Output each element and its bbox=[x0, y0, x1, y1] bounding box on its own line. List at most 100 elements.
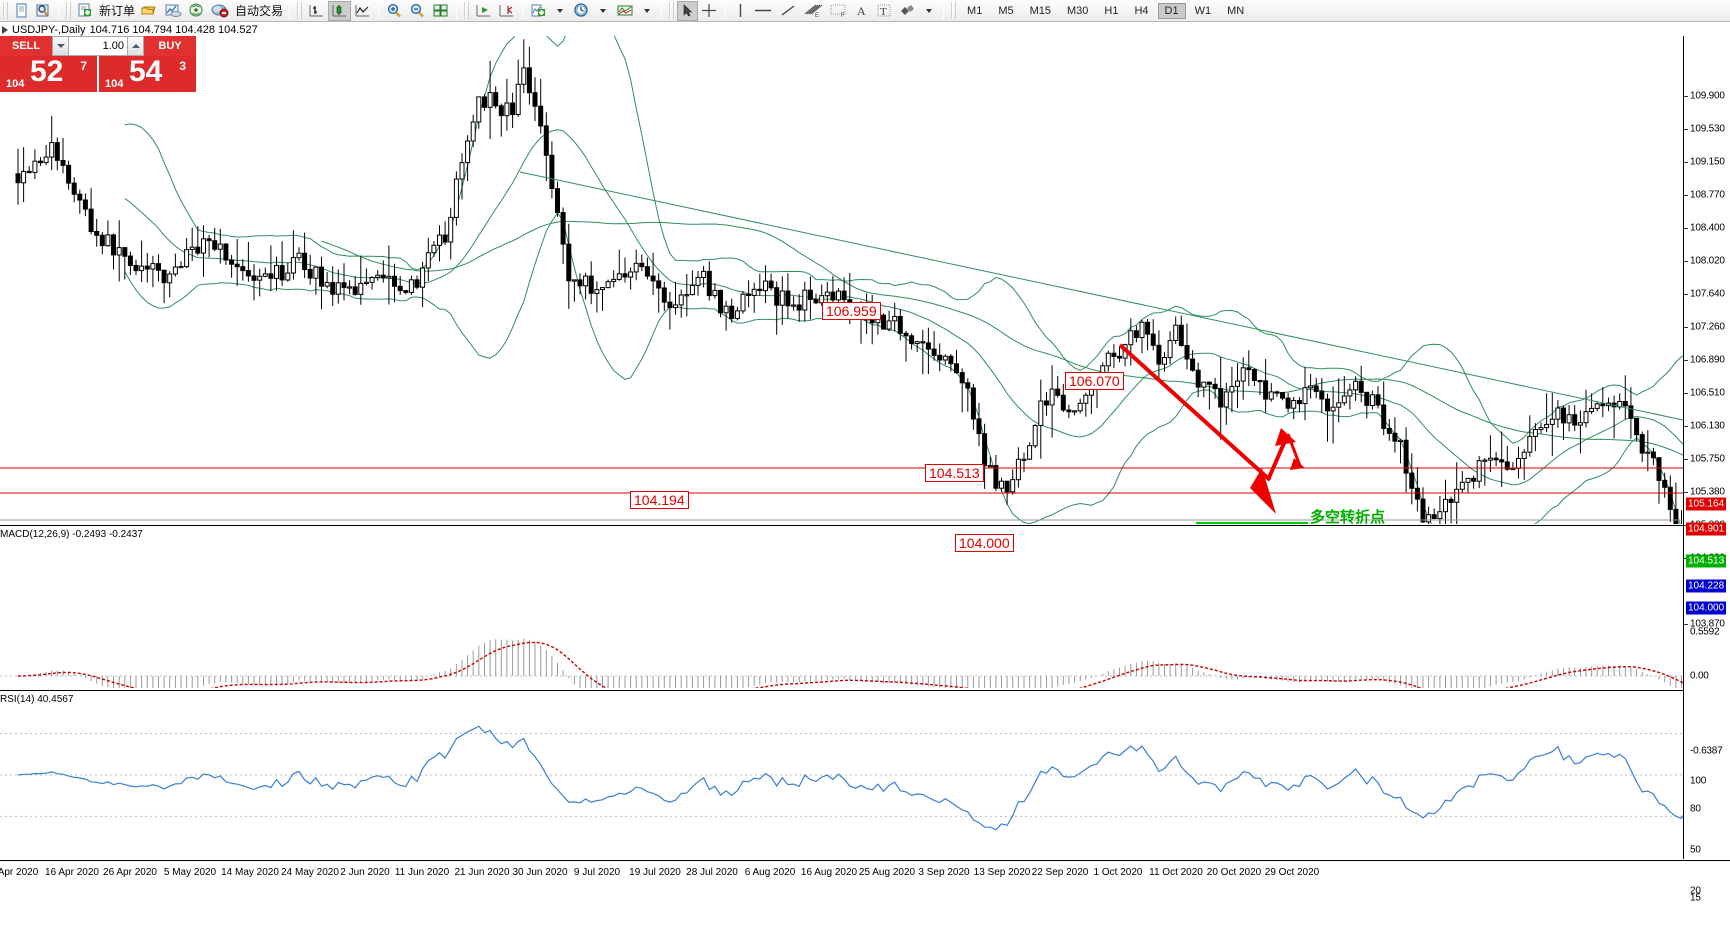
folder-icon[interactable] bbox=[137, 1, 161, 21]
expert-icon[interactable] bbox=[161, 1, 185, 21]
price-level-badge[interactable]: 105.164 bbox=[1686, 497, 1727, 511]
timeframe-d1[interactable]: D1 bbox=[1157, 2, 1186, 19]
rsi-axis-label: 15 bbox=[1690, 892, 1701, 904]
shapes-icon[interactable] bbox=[895, 1, 919, 21]
timeframe-m1[interactable]: M1 bbox=[967, 4, 983, 17]
timeframe-h1[interactable]: H1 bbox=[1104, 4, 1119, 17]
chart-container[interactable]: MACD(12,26,9) -0.2493 -0.2437 RSI(14) 40… bbox=[0, 36, 1730, 916]
templates-icon[interactable] bbox=[613, 1, 637, 21]
chart-shift-icon[interactable] bbox=[472, 1, 495, 21]
price-axis-tick bbox=[1684, 393, 1688, 394]
auto-trade-label[interactable]: 自动交易 bbox=[235, 4, 284, 18]
macd-svg bbox=[0, 638, 1683, 688]
chinese-annotation-label[interactable]: 多空转折点 bbox=[1310, 509, 1386, 526]
chart-collapse-icon[interactable] bbox=[2, 25, 8, 34]
period-dropdown-icon[interactable] bbox=[593, 1, 613, 21]
toolbar-grip-2[interactable] bbox=[66, 2, 71, 19]
document-icon[interactable] bbox=[11, 1, 32, 21]
zoom-out-icon[interactable] bbox=[406, 1, 429, 21]
price-level-badge[interactable]: 104.000 bbox=[1686, 601, 1727, 615]
crosshair-icon[interactable] bbox=[698, 1, 721, 21]
price-level-badge[interactable]: 104.901 bbox=[1686, 522, 1727, 536]
tile-windows-icon[interactable] bbox=[429, 1, 452, 21]
toolbar-grip-5[interactable] bbox=[669, 2, 675, 19]
toolbar-grip-6[interactable] bbox=[951, 2, 957, 19]
price-axis-tick bbox=[1684, 459, 1688, 460]
price-annotation-label[interactable]: 106.959 bbox=[822, 302, 881, 320]
signal-icon[interactable] bbox=[185, 1, 208, 21]
toolbar-grip-3[interactable] bbox=[297, 2, 303, 19]
toolbar-grip[interactable] bbox=[3, 2, 8, 19]
line-chart-icon[interactable] bbox=[351, 1, 374, 21]
sell-price-prefix: 104 bbox=[6, 78, 25, 90]
volume-decrease-button[interactable] bbox=[53, 37, 69, 55]
templates-dropdown-icon[interactable] bbox=[637, 1, 657, 21]
price-axis-label: 107.640 bbox=[1690, 288, 1725, 300]
price-axis-label: 109.150 bbox=[1690, 156, 1725, 168]
price-annotation-label[interactable]: 104.000 bbox=[955, 534, 1014, 552]
price-axis-label: 109.900 bbox=[1690, 90, 1725, 102]
shapes-dropdown-icon[interactable] bbox=[919, 1, 939, 21]
price-axis[interactable]: 109.900 109.530 109.150 108.770 108.400 108.0… bbox=[1683, 36, 1730, 904]
candlestick-chart-icon[interactable] bbox=[328, 0, 352, 21]
trendline-icon[interactable] bbox=[776, 1, 800, 21]
magnifier-search-icon[interactable] bbox=[32, 1, 54, 21]
time-axis-label: 26 Apr 2020 bbox=[103, 867, 157, 878]
sell-price-fraction: 7 bbox=[80, 59, 87, 73]
horizontal-line-icon[interactable] bbox=[750, 1, 776, 21]
time-axis-label: 9 Jul 2020 bbox=[573, 867, 621, 878]
period-icon[interactable] bbox=[570, 1, 593, 21]
volume-input[interactable]: 1.00 bbox=[102, 40, 124, 52]
timeframe-w1[interactable]: W1 bbox=[1194, 4, 1212, 17]
price-level-badge[interactable]: 104.513 bbox=[1686, 554, 1727, 568]
indicators-dropdown-icon[interactable] bbox=[550, 1, 570, 21]
time-axis-label: 1 Oct 2020 bbox=[1093, 867, 1143, 878]
cursor-icon[interactable] bbox=[677, 0, 699, 21]
price-axis-tick bbox=[1684, 228, 1688, 229]
fibonacci-icon[interactable]: E bbox=[800, 1, 826, 21]
new-order-icon[interactable] bbox=[74, 1, 97, 21]
buy-price-display[interactable]: 104 54 3 bbox=[99, 55, 196, 92]
price-annotation-label[interactable]: 104.194 bbox=[630, 491, 689, 509]
time-axis-label: 6 Aug 2020 bbox=[744, 867, 796, 878]
sell-button[interactable]: SELL bbox=[0, 36, 52, 56]
time-axis-label: 19 Jul 2020 bbox=[629, 867, 681, 878]
timeframe-group: M1 M5 M15 M30 H1 H4 D1 W1 MN bbox=[959, 2, 1252, 19]
vertical-line-icon[interactable] bbox=[730, 1, 750, 21]
trade-panel-prices: 104 52 7 104 54 3 bbox=[0, 55, 196, 92]
price-annotation-label[interactable]: 104.513 bbox=[925, 464, 984, 482]
macd-pane[interactable] bbox=[0, 528, 1683, 688]
price-axis-label: 108.770 bbox=[1690, 189, 1725, 201]
time-axis-label: 22 Sep 2020 bbox=[1031, 867, 1089, 878]
timeframe-m15[interactable]: M15 bbox=[1029, 4, 1051, 17]
macd-axis-label: 0.5592 bbox=[1690, 626, 1720, 638]
auto-scroll-icon[interactable] bbox=[495, 1, 518, 21]
price-axis-tick bbox=[1684, 129, 1688, 130]
price-annotation-label[interactable]: 106.070 bbox=[1065, 372, 1124, 390]
buy-price-main: 54 bbox=[129, 55, 163, 88]
price-level-badge[interactable]: 104.228 bbox=[1686, 579, 1727, 593]
text-icon[interactable]: T bbox=[873, 1, 895, 21]
timeframe-m5[interactable]: M5 bbox=[998, 4, 1014, 17]
volume-increase-button[interactable] bbox=[127, 37, 143, 55]
toolbar-grip-4[interactable] bbox=[464, 2, 470, 19]
rsi-pane[interactable] bbox=[0, 694, 1683, 859]
chart-symbol-label: USDJPY-,Daily bbox=[12, 23, 86, 36]
timeframe-mn[interactable]: MN bbox=[1227, 4, 1245, 17]
timeframe-h4[interactable]: H4 bbox=[1134, 4, 1149, 17]
macd-axis-label: -0.6387 bbox=[1690, 745, 1723, 757]
timeframe-m30[interactable]: M30 bbox=[1067, 4, 1089, 17]
new-order-label[interactable]: 新订单 bbox=[99, 4, 136, 18]
price-chart-pane[interactable] bbox=[0, 36, 1683, 524]
bar-chart-icon[interactable] bbox=[305, 1, 328, 21]
sell-price-display[interactable]: 104 52 7 bbox=[0, 55, 99, 92]
text-label-icon[interactable]: A bbox=[852, 1, 873, 21]
buy-button[interactable]: BUY bbox=[144, 36, 196, 56]
indicators-icon[interactable] bbox=[527, 1, 550, 21]
volume-stepper[interactable]: 1.00 bbox=[52, 36, 144, 56]
auto-trade-icon[interactable] bbox=[208, 1, 233, 21]
zoom-in-icon[interactable] bbox=[383, 1, 406, 21]
time-axis-label: 29 Oct 2020 bbox=[1264, 867, 1320, 878]
price-axis-label: 106.130 bbox=[1690, 420, 1725, 432]
channel-icon[interactable]: F bbox=[826, 1, 852, 21]
